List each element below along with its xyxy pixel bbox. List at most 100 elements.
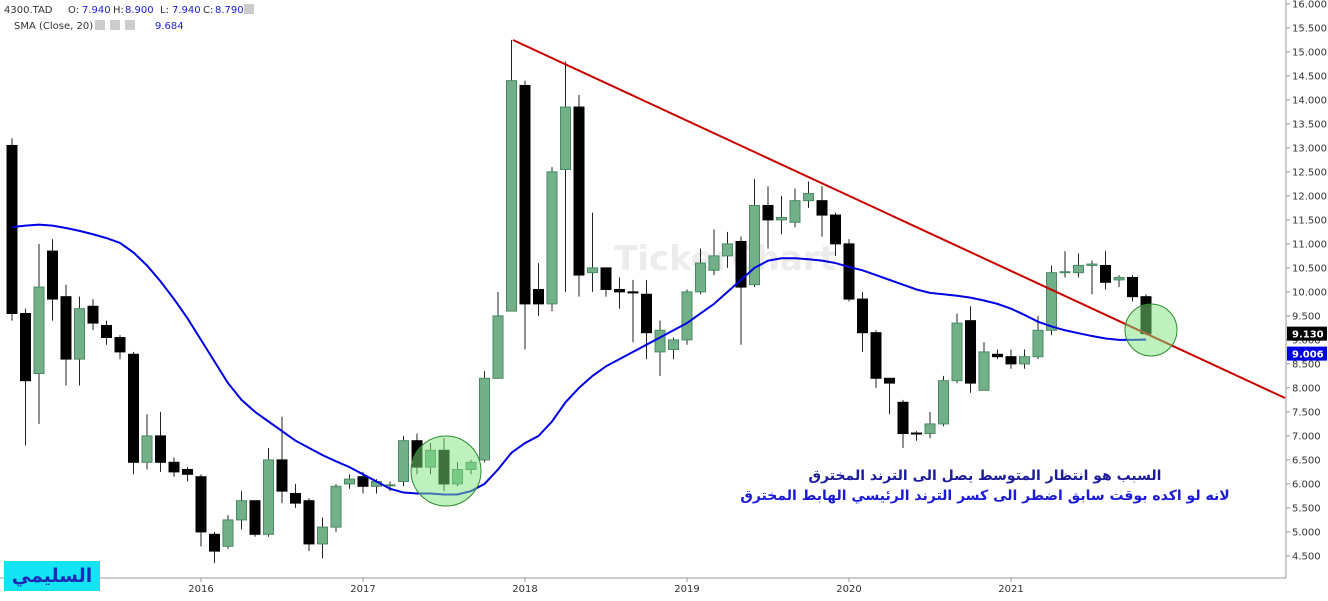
candle-body [789, 200, 801, 223]
sma-line [11, 223, 1147, 496]
x-tick-label: 2021 [998, 584, 1023, 595]
candle-body [722, 243, 733, 257]
candle-body [924, 423, 936, 435]
candle-body [1019, 356, 1030, 365]
candle-body [276, 459, 288, 492]
candle-body [776, 216, 787, 221]
candle-body [1046, 272, 1057, 331]
candle-body [6, 144, 18, 314]
candle-body [843, 243, 855, 300]
annotation: لانه لو اكده بوقت سابق اضطر الى كسر التر… [740, 488, 1229, 504]
y-tick-label: 5.000 [1292, 527, 1321, 538]
candle-body [33, 286, 45, 374]
candle-body [857, 298, 868, 334]
candle-body [1032, 329, 1044, 358]
ohlc-key: C: [203, 5, 213, 16]
candle-body [587, 267, 598, 274]
candle-body [101, 324, 112, 338]
y-tick-label: 4.500 [1292, 551, 1321, 562]
candle-body [708, 255, 720, 271]
y-tick-label: 13.000 [1292, 143, 1327, 154]
y-tick-label: 11.000 [1292, 239, 1327, 250]
ohlc-value: 7.940 [82, 5, 111, 16]
candle-body [263, 459, 274, 535]
candle-body [182, 469, 193, 475]
candle-body [506, 80, 517, 312]
candle-body [560, 106, 571, 170]
candle-body [1113, 276, 1125, 281]
y-tick-label: 6.000 [1292, 479, 1321, 490]
last-price-box [1287, 326, 1327, 341]
last-sma-box [1287, 346, 1327, 361]
y-tick-label: 14.000 [1292, 95, 1327, 106]
y-tick-label: 14.500 [1292, 71, 1327, 82]
candle-body [546, 171, 558, 305]
ohlc-value: 7.940 [172, 5, 201, 16]
candle-body [897, 401, 909, 435]
candle-body [344, 478, 355, 485]
candle-body [938, 380, 949, 425]
candle-body [978, 351, 990, 391]
candle-body [600, 267, 612, 290]
candle-body [47, 250, 58, 300]
ohlc-key: O: [68, 5, 79, 16]
candle-body [519, 84, 531, 305]
close-icon[interactable] [125, 20, 135, 30]
candle-body [803, 192, 814, 202]
candle-body [681, 291, 693, 341]
signature: السليمي [12, 565, 92, 587]
y-tick-label: 15.000 [1292, 47, 1327, 58]
ohlc-value: 8.790 [215, 5, 244, 16]
candle-body [209, 533, 220, 552]
candle-body [479, 377, 490, 461]
ohlc-value: 8.900 [125, 5, 154, 16]
eye-icon[interactable] [95, 20, 105, 30]
indicator-name: SMA (Close, 20) [14, 21, 93, 32]
y-tick-label: 10.000 [1292, 287, 1327, 298]
y-tick-label: 8.500 [1292, 359, 1321, 370]
y-tick-label: 9.500 [1292, 311, 1321, 322]
y-tick-label: 12.500 [1292, 167, 1327, 178]
x-tick-label: 2017 [350, 584, 375, 595]
y-tick-label: 11.500 [1292, 215, 1327, 226]
y-tick-label: 13.500 [1292, 119, 1327, 130]
signature-box [4, 561, 100, 591]
y-tick-label: 5.500 [1292, 503, 1321, 514]
x-tick-label: 2018 [512, 584, 537, 595]
candle-body [573, 106, 585, 276]
candle-body [654, 329, 666, 353]
y-tick-label: 6.500 [1292, 455, 1321, 466]
candle-body [114, 336, 126, 353]
candle-body [830, 214, 841, 245]
menu-icon[interactable] [244, 4, 254, 14]
candle-body [290, 493, 301, 504]
x-tick-label: 2019 [674, 584, 699, 595]
indicator-value: 9.684 [155, 21, 184, 32]
candle-body [357, 476, 369, 487]
settings-icon[interactable] [110, 20, 120, 30]
y-tick-label: 9.000 [1292, 335, 1321, 346]
candle-body [1073, 264, 1084, 274]
highlight-circle [1124, 303, 1178, 357]
candle-body [236, 500, 247, 521]
candle-body [627, 291, 639, 294]
candle-body [141, 435, 153, 463]
candle-body [249, 500, 261, 535]
y-tick-label: 10.500 [1292, 263, 1327, 274]
candle-body [762, 204, 774, 221]
y-tick-label: 7.000 [1292, 431, 1321, 442]
candle-body [168, 461, 180, 473]
candle-body [74, 308, 85, 360]
candle-body [695, 262, 706, 293]
candle-body [317, 526, 328, 545]
highlight-circle [410, 435, 482, 507]
y-tick-label: 16.000 [1292, 0, 1327, 10]
candle-body [1100, 264, 1111, 283]
marks [6, 39, 1152, 564]
candle-body [20, 312, 31, 382]
annotation: السبب هو انتظار المتوسط يصل الى الترند ا… [809, 468, 1162, 484]
last-sma-label: 9.006 [1292, 350, 1324, 361]
